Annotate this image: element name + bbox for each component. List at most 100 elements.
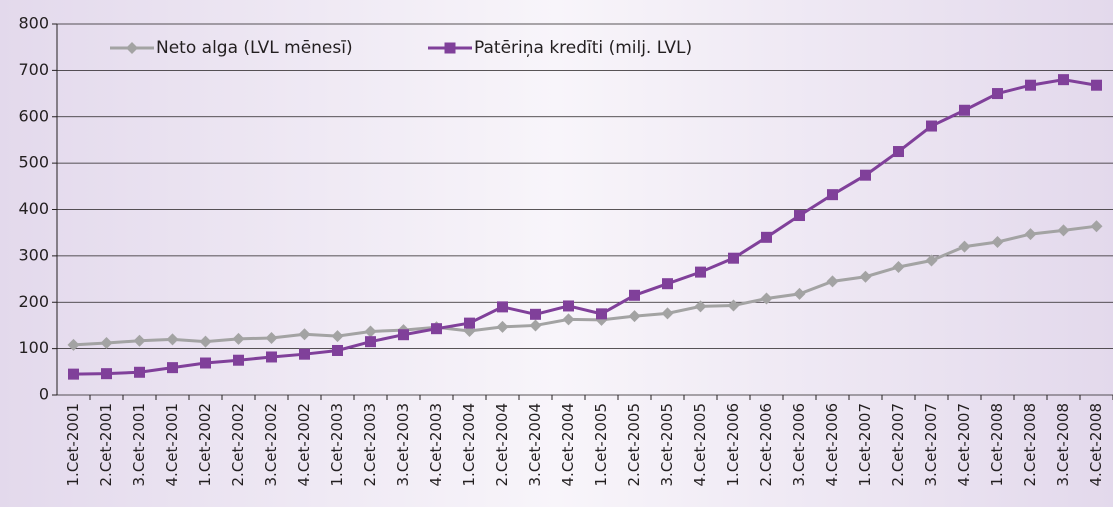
point — [100, 337, 113, 350]
point — [68, 368, 79, 380]
x-tick-label: 3.Cet-2008 — [1054, 403, 1072, 486]
point — [893, 146, 904, 158]
x-tick-label: 2.Cet-2004 — [493, 403, 511, 486]
point — [266, 351, 277, 363]
point — [860, 169, 871, 181]
x-tick-label: 4.Cet-2007 — [955, 403, 973, 486]
point — [134, 366, 145, 378]
point — [662, 278, 673, 290]
point — [67, 338, 80, 351]
x-tick-label: 1.Cet-2005 — [592, 403, 610, 486]
point — [760, 292, 773, 305]
point — [826, 275, 839, 288]
point — [331, 330, 344, 343]
point — [1024, 228, 1037, 241]
x-tick-label: 4.Cet-2002 — [295, 403, 313, 486]
y-tick-label: 0 — [39, 385, 49, 404]
point — [299, 348, 310, 360]
point — [926, 120, 937, 132]
x-tick-label: 1.Cet-2008 — [988, 403, 1006, 486]
point — [793, 287, 806, 300]
x-tick-label: 1.Cet-2007 — [856, 403, 874, 486]
x-tick-label: 2.Cet-2008 — [1021, 403, 1039, 486]
x-tick-label: 3.Cet-2006 — [790, 403, 808, 486]
x-tick-label: 3.Cet-2002 — [262, 403, 280, 486]
x-tick-label: 4.Cet-2008 — [1087, 403, 1105, 486]
point — [298, 328, 311, 341]
point — [1025, 79, 1036, 91]
point — [167, 362, 178, 374]
x-tick-label: 2.Cet-2003 — [361, 403, 379, 486]
x-tick-label: 4.Cet-2004 — [559, 403, 577, 486]
point — [992, 88, 1003, 100]
point — [991, 235, 1004, 248]
point — [892, 261, 905, 274]
y-tick-label: 700 — [18, 60, 49, 79]
point — [464, 317, 475, 329]
point — [497, 301, 508, 313]
y-tick-label: 400 — [18, 199, 49, 218]
point — [563, 300, 574, 312]
point — [1057, 224, 1070, 237]
x-tick-label: 4.Cet-2006 — [823, 403, 841, 486]
point — [233, 354, 244, 366]
x-tick-label: 2.Cet-2007 — [889, 403, 907, 486]
y-tick-label: 300 — [18, 245, 49, 264]
x-tick-label: 3.Cet-2004 — [526, 403, 544, 486]
point — [365, 336, 376, 348]
x-tick-label: 3.Cet-2001 — [130, 403, 148, 486]
legend-label: Neto alga (LVL mēnesī) — [156, 38, 353, 58]
point — [431, 323, 442, 335]
point — [332, 344, 343, 356]
point — [562, 313, 575, 326]
point — [794, 210, 805, 222]
point — [695, 266, 706, 278]
x-tick-label: 1.Cet-2004 — [460, 403, 478, 486]
point — [859, 270, 872, 283]
point — [1091, 79, 1102, 91]
x-tick-label: 3.Cet-2005 — [658, 403, 676, 486]
x-tick-label: 4.Cet-2005 — [691, 403, 709, 486]
x-tick-label: 2.Cet-2005 — [625, 403, 643, 486]
point — [530, 308, 541, 320]
point — [200, 357, 211, 369]
point — [661, 307, 674, 320]
y-tick-label: 200 — [18, 292, 49, 311]
y-tick-label: 600 — [18, 106, 49, 125]
point — [1058, 74, 1069, 86]
point — [166, 333, 179, 346]
point — [958, 240, 971, 253]
point — [232, 332, 245, 345]
y-tick-label: 100 — [18, 338, 49, 357]
legend-label: Patēriņa kredīti (milj. LVL) — [474, 38, 692, 58]
x-tick-label: 1.Cet-2001 — [64, 403, 82, 486]
x-tick-label: 3.Cet-2003 — [394, 403, 412, 486]
point — [827, 189, 838, 201]
x-tick-label: 1.Cet-2003 — [328, 403, 346, 486]
x-tick-label: 1.Cet-2002 — [196, 403, 214, 486]
point — [959, 104, 970, 116]
point — [199, 335, 212, 348]
point — [101, 368, 112, 380]
x-tick-label: 2.Cet-2001 — [97, 403, 115, 486]
point — [398, 329, 409, 341]
point — [133, 334, 146, 347]
point — [496, 320, 509, 333]
y-tick-label: 800 — [18, 14, 49, 33]
point — [596, 308, 607, 320]
point — [694, 300, 707, 313]
point — [265, 331, 278, 344]
x-tick-label: 2.Cet-2006 — [757, 403, 775, 486]
point — [761, 231, 772, 243]
point — [728, 252, 739, 264]
point — [727, 299, 740, 312]
x-tick-label: 4.Cet-2003 — [427, 403, 445, 486]
x-tick-label: 1.Cet-2006 — [724, 403, 742, 486]
legend-marker — [444, 42, 456, 54]
legend-marker — [126, 42, 138, 54]
x-tick-label: 2.Cet-2002 — [229, 403, 247, 486]
point — [529, 319, 542, 332]
x-tick-label: 4.Cet-2001 — [163, 403, 181, 486]
